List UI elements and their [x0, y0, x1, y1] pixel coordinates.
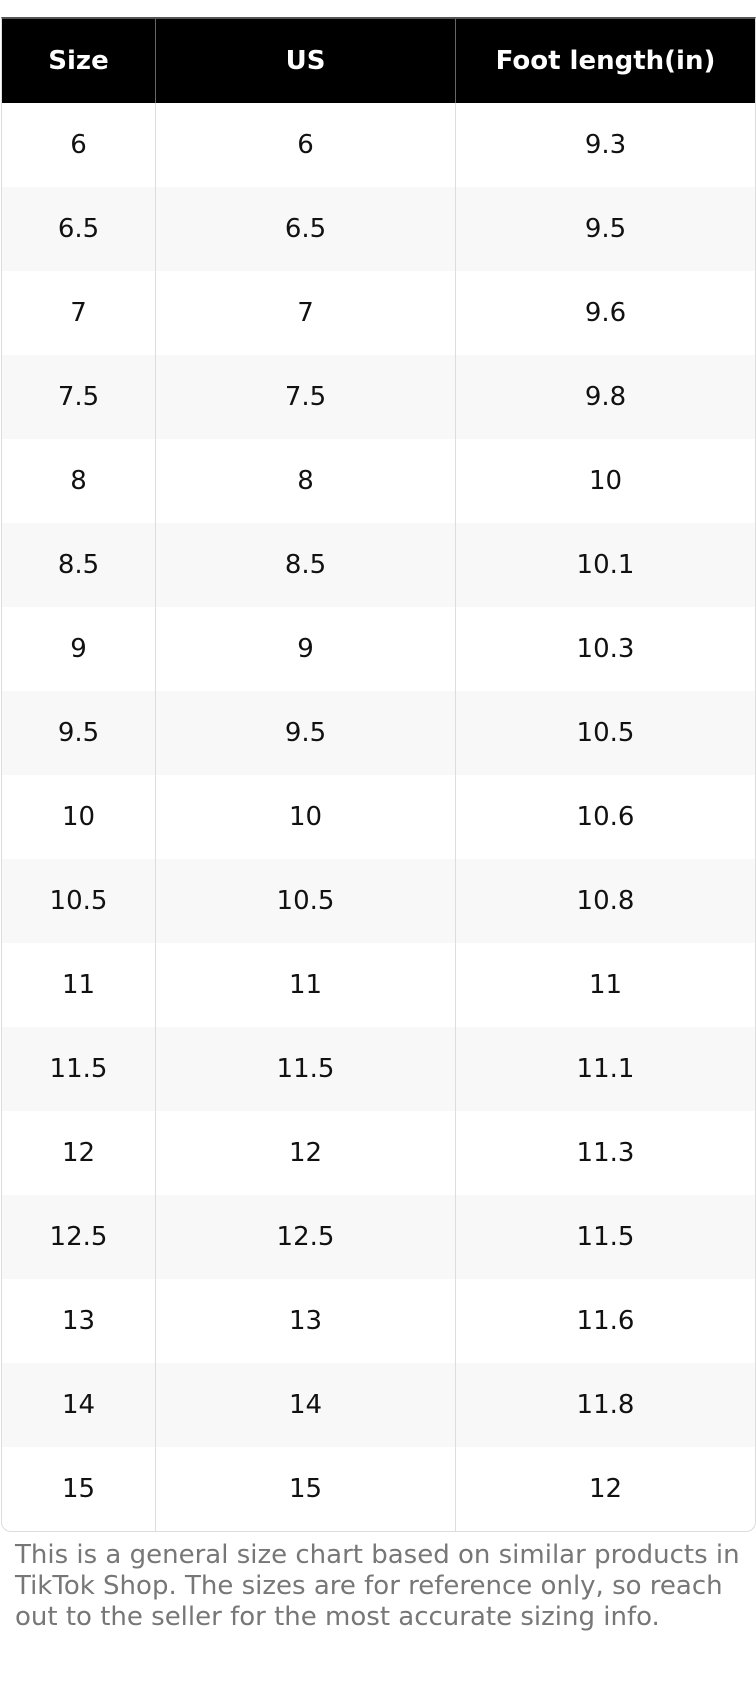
- us-cell: 14: [156, 1363, 456, 1447]
- us-cell: 9: [156, 607, 456, 691]
- table-row: 6.5 6.5 9.5: [2, 187, 755, 271]
- header-size: Size: [2, 19, 156, 103]
- size-cell: 9: [2, 607, 156, 691]
- us-cell: 8: [156, 439, 456, 523]
- us-cell: 9.5: [156, 691, 456, 775]
- size-cell: 6.5: [2, 187, 156, 271]
- us-cell: 15: [156, 1447, 456, 1531]
- size-cell: 11.5: [2, 1027, 156, 1111]
- table-row: 9 9 10.3: [2, 607, 755, 691]
- foot-length-cell: 9.6: [584, 298, 627, 328]
- foot-length-cell: 11: [588, 970, 623, 1000]
- foot-length-cell: 10.3: [576, 634, 635, 664]
- foot-length-cell: 12: [588, 1474, 623, 1504]
- table-row: 7 7 9.6: [2, 271, 755, 355]
- foot-length-cell: 9.8: [584, 382, 627, 412]
- size-chart-disclaimer: This is a general size chart based on si…: [15, 1540, 740, 1632]
- us-cell: 11: [156, 943, 456, 1027]
- size-cell: 7.5: [2, 355, 156, 439]
- us-cell: 12.5: [156, 1195, 456, 1279]
- size-cell: 15: [2, 1447, 156, 1531]
- us-cell: 11.5: [156, 1027, 456, 1111]
- table-row: 10 10 10.6: [2, 775, 755, 859]
- size-cell: 6: [2, 103, 156, 187]
- foot-length-cell: 11.6: [576, 1306, 635, 1336]
- table-row: 15 15 12: [2, 1447, 755, 1531]
- table-row: 9.5 9.5 10.5: [2, 691, 755, 775]
- header-us: US: [156, 19, 456, 103]
- us-cell: 10.5: [156, 859, 456, 943]
- size-chart-table: Size US Foot length(in) 6 6 9.3 6.5 6.5 9.5 7 7…: [1, 17, 756, 1532]
- table-header: Size US Foot length(in): [2, 19, 755, 103]
- us-cell: 7: [156, 271, 456, 355]
- size-cell: 12.5: [2, 1195, 156, 1279]
- table-row: 8 8 10: [2, 439, 755, 523]
- table-row: 11.5 11.5 11.1: [2, 1027, 755, 1111]
- header-foot-length: Foot length(in): [495, 46, 716, 76]
- us-cell: 10: [156, 775, 456, 859]
- us-cell: 12: [156, 1111, 456, 1195]
- table-row: 8.5 8.5 10.1: [2, 523, 755, 607]
- table-row: 13 13 11.6: [2, 1279, 755, 1363]
- us-cell: 13: [156, 1279, 456, 1363]
- table-row: 12 12 11.3: [2, 1111, 755, 1195]
- table-row: 10.5 10.5 10.8: [2, 859, 755, 943]
- table-row: 14 14 11.8: [2, 1363, 755, 1447]
- size-cell: 9.5: [2, 691, 156, 775]
- us-cell: 8.5: [156, 523, 456, 607]
- size-cell: 8: [2, 439, 156, 523]
- size-cell: 10: [2, 775, 156, 859]
- table-row: 11 11 11: [2, 943, 755, 1027]
- size-cell: 10.5: [2, 859, 156, 943]
- foot-length-cell: 10.6: [576, 802, 635, 832]
- foot-length-cell: 9.3: [584, 130, 627, 160]
- foot-length-cell: 11.5: [576, 1222, 635, 1252]
- foot-length-cell: 10.8: [576, 886, 635, 916]
- size-cell: 11: [2, 943, 156, 1027]
- foot-length-cell: 10: [588, 466, 623, 496]
- table-row: 7.5 7.5 9.8: [2, 355, 755, 439]
- table-row: 12.5 12.5 11.5: [2, 1195, 755, 1279]
- size-cell: 8.5: [2, 523, 156, 607]
- size-cell: 14: [2, 1363, 156, 1447]
- foot-length-cell: 11.3: [576, 1138, 635, 1168]
- size-cell: 12: [2, 1111, 156, 1195]
- us-cell: 6.5: [156, 187, 456, 271]
- us-cell: 6: [156, 103, 456, 187]
- foot-length-cell: 10.1: [576, 550, 635, 580]
- foot-length-cell: 11.8: [576, 1390, 635, 1420]
- foot-length-cell: 11.1: [576, 1054, 635, 1084]
- foot-length-cell: 9.5: [584, 214, 627, 244]
- size-cell: 13: [2, 1279, 156, 1363]
- foot-length-cell: 10.5: [576, 718, 635, 748]
- us-cell: 7.5: [156, 355, 456, 439]
- size-cell: 7: [2, 271, 156, 355]
- table-row: 6 6 9.3: [2, 103, 755, 187]
